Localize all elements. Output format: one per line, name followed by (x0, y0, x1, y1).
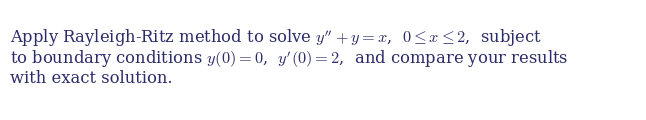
Text: to boundary conditions $y(0) = 0$,  $y^{\prime}(0) = 2$,  and compare your resul: to boundary conditions $y(0) = 0$, $y^{\… (10, 49, 568, 70)
Text: with exact solution.: with exact solution. (10, 70, 172, 87)
Text: Apply Rayleigh-Ritz method to solve $y^{\prime\prime} + y = x$,  $0 \leq x \leq : Apply Rayleigh-Ritz method to solve $y^{… (10, 28, 542, 49)
